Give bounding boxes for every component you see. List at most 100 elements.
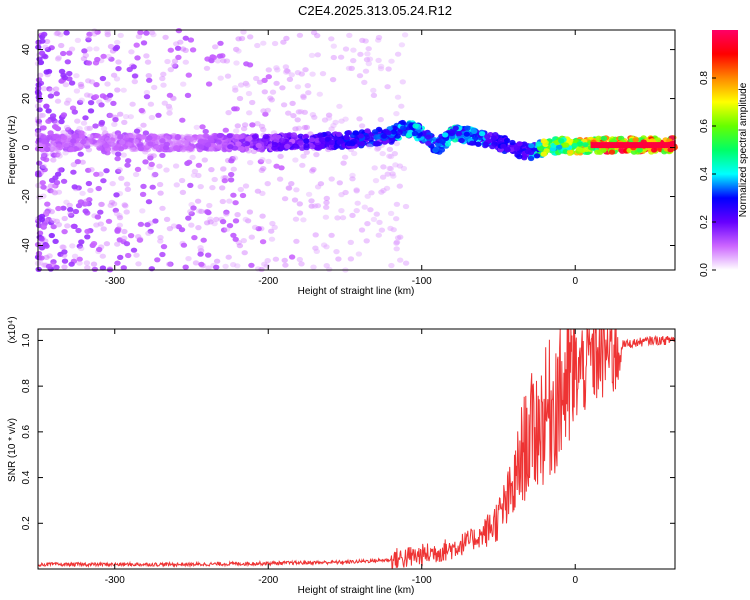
spectrogram-cell xyxy=(121,235,128,241)
spectrogram-cell xyxy=(300,94,307,101)
spectrogram-cell xyxy=(140,183,147,189)
spectrogram-cell xyxy=(139,134,146,140)
spectrogram-cell xyxy=(59,244,66,250)
spectrogram-cell xyxy=(528,143,535,149)
spectrogram-cell xyxy=(285,110,292,116)
spectrogram-cell xyxy=(117,32,124,39)
spectrogram-cell xyxy=(393,141,400,147)
spectrogram-cell xyxy=(223,226,231,232)
spectrogram-cell xyxy=(620,142,623,149)
spectrogram-cell xyxy=(249,122,256,128)
spectrogram-cell xyxy=(147,141,154,147)
spectrogram-cell xyxy=(333,136,340,142)
spectrogram-cell xyxy=(179,189,187,195)
spectrogram-cell xyxy=(89,135,96,141)
spectrogram-cell xyxy=(167,261,174,267)
spectrogram-cell xyxy=(575,146,582,152)
spectrogram-cell xyxy=(178,177,186,184)
spectrogram-cell xyxy=(190,205,197,211)
spectrogram-cell xyxy=(308,52,316,59)
spectrogram-cell xyxy=(60,205,67,211)
spectrogram-cell xyxy=(188,136,195,142)
spectrogram-cell xyxy=(197,144,205,150)
spectrogram-cell xyxy=(179,117,186,123)
spectrogram-cell xyxy=(103,168,110,174)
spectrogram-cell xyxy=(130,146,137,153)
spectrogram-cell xyxy=(254,42,261,49)
spectrogram-cell xyxy=(48,232,55,239)
spectrogram-cell xyxy=(292,157,299,163)
spectrogram-cell xyxy=(90,139,98,145)
spectrogram-cell xyxy=(99,265,107,271)
spectrogram-cell xyxy=(397,257,404,263)
spectrogram-cell xyxy=(293,238,300,244)
spectrogram-cell xyxy=(127,233,135,239)
spectrogram-cell xyxy=(667,147,674,153)
spectrogram-cell xyxy=(207,216,214,222)
x-tick-label: -300 xyxy=(105,575,125,586)
spectrogram-cell xyxy=(156,133,163,139)
spectrogram-cell xyxy=(123,209,130,215)
spectrogram-cell xyxy=(193,124,200,130)
spectrogram-cell xyxy=(605,142,608,149)
spectrogram-cell xyxy=(384,171,391,177)
snr-scale-label: (x10⁴) xyxy=(7,316,18,343)
spectrogram-cell xyxy=(64,223,71,229)
spectrogram-cell xyxy=(124,186,132,192)
spectrogram-cell xyxy=(592,142,595,149)
spectrogram-cell xyxy=(348,65,355,71)
spectrogram-cells xyxy=(34,28,678,273)
spectrogram-cell xyxy=(128,133,136,139)
spectrogram-cell xyxy=(85,35,92,41)
spectrogram-cell xyxy=(230,262,237,268)
spectrogram-cell xyxy=(70,223,78,229)
spectrogram-cell xyxy=(66,202,73,208)
spectrogram-cell xyxy=(302,133,310,139)
spectrogram-cell xyxy=(122,135,130,141)
spectrogram-cell xyxy=(46,86,53,92)
spectrogram-cell xyxy=(303,149,310,155)
spectrogram-cell xyxy=(49,146,56,152)
spectrogram-cell xyxy=(251,224,259,230)
spectrogram-cell xyxy=(115,66,122,72)
spectrogram-cell xyxy=(516,141,523,147)
spectrogram-cell xyxy=(84,201,91,207)
spectrogram-cell xyxy=(87,187,94,193)
spectrogram-cell xyxy=(397,234,404,240)
spectrogram-cell xyxy=(338,118,345,124)
spectrogram-cell xyxy=(439,138,446,145)
spectrogram-cell xyxy=(314,33,321,39)
spectrogram-cell xyxy=(92,94,100,100)
spectrogram-cell xyxy=(85,78,92,84)
spectrogram-cell xyxy=(244,218,252,224)
spectrogram-cell xyxy=(35,250,43,257)
spectrogram-cell xyxy=(65,97,72,103)
spectrogram-cell xyxy=(361,79,368,85)
spectrogram-cell xyxy=(350,58,357,64)
spectrogram-cell xyxy=(237,82,245,88)
spectrogram-cell xyxy=(80,56,88,62)
spectrogram-cell xyxy=(167,47,174,53)
spectrogram-cell xyxy=(212,146,219,152)
spectrogram-cell xyxy=(116,167,123,173)
spectrogram-cell xyxy=(243,141,251,147)
spectrogram-cell xyxy=(425,140,432,146)
spectrogram-cell xyxy=(61,215,68,222)
spectrogram-cell xyxy=(180,81,187,87)
spectrogram-cell xyxy=(68,80,76,86)
spectrogram-cell xyxy=(269,220,276,227)
spectrogram-cell xyxy=(134,55,141,61)
spectrogram-cell xyxy=(400,165,408,172)
spectrogram-cell xyxy=(184,92,192,98)
spectrogram-cell xyxy=(108,199,116,205)
spectrogram-cell xyxy=(194,198,202,204)
spectrogram-cell xyxy=(232,87,239,93)
spectrogram-cell xyxy=(94,133,102,139)
spectrogram-cell xyxy=(225,254,232,260)
spectrogram-cell xyxy=(38,213,46,219)
spectrogram-cell xyxy=(41,31,48,37)
spectrogram-cell xyxy=(188,222,195,228)
spectrogram-cell xyxy=(220,58,227,64)
spectrogram-cell xyxy=(268,236,276,242)
